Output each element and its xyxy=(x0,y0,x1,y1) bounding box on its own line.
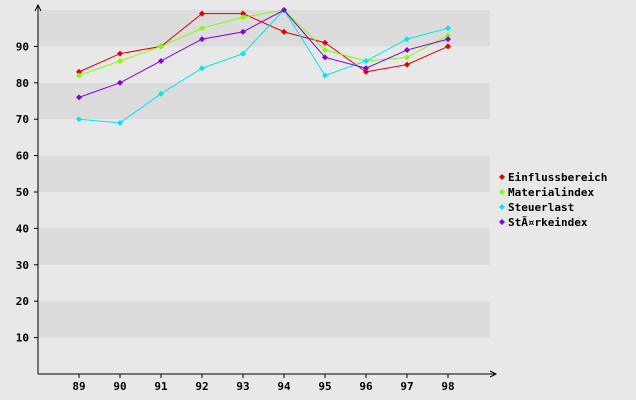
x-tick-label: 96 xyxy=(359,380,373,393)
data-point xyxy=(363,65,369,72)
y-tick-label: 40 xyxy=(16,222,29,235)
grid-band xyxy=(38,228,490,265)
data-point xyxy=(117,57,123,64)
x-tick-label: 94 xyxy=(277,380,291,393)
legend-label: Materialindex xyxy=(508,186,594,199)
data-point xyxy=(445,25,451,32)
data-point xyxy=(158,57,164,64)
data-point xyxy=(76,94,82,101)
grid-band xyxy=(38,337,490,374)
x-tick-label: 89 xyxy=(72,380,85,393)
data-point xyxy=(240,14,246,21)
data-point xyxy=(281,28,287,35)
data-point xyxy=(281,7,287,13)
x-tick-label: 98 xyxy=(441,380,454,393)
series-line xyxy=(78,9,449,98)
data-point xyxy=(322,47,328,54)
y-axis-arrow xyxy=(34,3,42,12)
data-point xyxy=(322,54,328,61)
data-point xyxy=(117,79,123,86)
series-line xyxy=(78,13,449,73)
x-tick-label: 92 xyxy=(195,380,208,393)
y-tick-label: 70 xyxy=(16,113,29,126)
data-point xyxy=(404,61,410,68)
series-line xyxy=(78,9,449,124)
grid-band xyxy=(38,10,490,47)
x-tick-label: 93 xyxy=(236,380,249,393)
legend-item: Materialindex xyxy=(499,186,594,199)
data-point xyxy=(240,50,246,57)
grid-band xyxy=(38,46,490,83)
data-point xyxy=(240,28,246,35)
legend-marker xyxy=(499,189,505,195)
data-point xyxy=(117,50,123,57)
x-axis-arrow xyxy=(489,370,498,378)
data-point xyxy=(240,10,246,17)
data-point xyxy=(322,39,328,46)
legend-item: Einflussbereich xyxy=(499,171,607,184)
data-point xyxy=(158,90,164,97)
data-point xyxy=(199,36,205,43)
legend-marker xyxy=(499,219,505,225)
data-point xyxy=(76,72,82,79)
legend-marker xyxy=(499,174,505,180)
data-point xyxy=(76,116,82,123)
data-point xyxy=(404,36,410,43)
y-tick-label: 30 xyxy=(16,259,29,272)
legend-label: StÃ¤rkeindex xyxy=(508,216,588,229)
data-point xyxy=(404,47,410,54)
y-tick-label: 80 xyxy=(16,77,29,90)
y-tick-label: 90 xyxy=(16,40,29,53)
axes xyxy=(34,3,498,378)
data-point xyxy=(199,65,205,72)
y-tick-label: 20 xyxy=(16,295,29,308)
series xyxy=(76,7,451,101)
legend-item: Steuerlast xyxy=(499,201,574,214)
data-point xyxy=(445,32,451,39)
grid-band xyxy=(38,119,490,156)
x-tick-label: 97 xyxy=(400,380,413,393)
data-point xyxy=(117,119,123,126)
data-point xyxy=(158,43,164,50)
data-point xyxy=(199,10,205,17)
legend-marker xyxy=(499,204,505,210)
y-axis-ticks: 10 20 30 40 50 60 70 80 90 xyxy=(16,40,38,345)
y-tick-label: 60 xyxy=(16,150,29,163)
grid-band xyxy=(38,192,490,229)
grid-band xyxy=(38,301,490,338)
x-tick-label: 91 xyxy=(154,380,168,393)
legend-label: Einflussbereich xyxy=(508,171,607,184)
x-axis-ticks: 89 90 91 92 93 94 95 96 97 98 xyxy=(72,374,455,393)
plot-background xyxy=(38,10,490,374)
data-point xyxy=(322,72,328,79)
x-tick-label: 90 xyxy=(113,380,126,393)
data-point xyxy=(363,57,369,64)
data-point xyxy=(404,54,410,61)
legend: Einflussbereich Materialindex Steuerlast St… xyxy=(499,171,607,229)
grid-band xyxy=(38,264,490,302)
data-point xyxy=(199,25,205,32)
legend-item: StÃ¤rkeindex xyxy=(499,216,588,229)
grid-band xyxy=(38,82,490,120)
legend-label: Steuerlast xyxy=(508,201,574,214)
data-point xyxy=(363,68,369,75)
y-tick-label: 50 xyxy=(16,186,29,199)
data-point xyxy=(76,68,82,75)
grid-band xyxy=(38,155,490,192)
series-lines xyxy=(76,7,451,126)
x-tick-label: 95 xyxy=(318,380,331,393)
data-point xyxy=(445,36,451,43)
y-tick-label: 10 xyxy=(16,332,29,345)
data-point xyxy=(445,43,451,50)
